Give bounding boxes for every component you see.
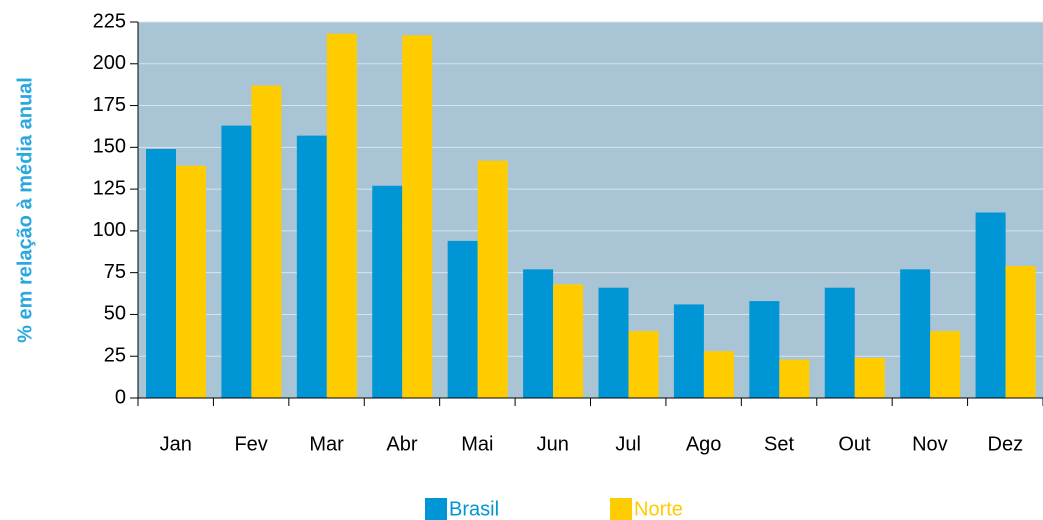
legend-swatch (425, 498, 447, 520)
y-tick-label: 175 (93, 94, 126, 116)
bar (221, 125, 252, 398)
legend-label: Brasil (449, 498, 499, 520)
x-tick-label: Abr (386, 433, 417, 455)
bar (673, 304, 704, 398)
legend-swatch (610, 498, 632, 520)
bar (900, 269, 931, 398)
bar (628, 331, 659, 398)
bar (296, 135, 327, 398)
x-tick-label: Out (838, 433, 871, 455)
bar (749, 301, 780, 398)
y-axis-label: % em relação à média anual (14, 77, 36, 343)
bar (824, 287, 855, 398)
bar (251, 85, 282, 398)
x-tick-label: Jul (615, 433, 641, 455)
bar (523, 269, 554, 398)
y-tick-label: 200 (93, 52, 126, 74)
y-tick-label: 225 (93, 10, 126, 32)
x-tick-label: Jan (160, 433, 192, 455)
x-tick-label: Set (764, 433, 794, 455)
y-tick-label: 0 (115, 386, 126, 408)
plot-area (138, 22, 1043, 398)
y-tick-label: 125 (93, 177, 126, 199)
bar (779, 359, 810, 398)
bar (553, 284, 584, 398)
x-tick-label: Mai (461, 433, 493, 455)
y-tick-label: 25 (104, 345, 126, 367)
y-tick-label: 75 (104, 261, 126, 283)
bar (326, 33, 357, 398)
bar (854, 357, 885, 398)
bar (477, 160, 508, 398)
y-tick-label: 100 (93, 219, 126, 241)
x-tick-label: Mar (309, 433, 344, 455)
bar (975, 212, 1006, 398)
bar (1005, 265, 1036, 398)
x-tick-label: Dez (988, 433, 1024, 455)
bar (703, 351, 734, 398)
x-tick-label: Ago (686, 433, 722, 455)
bar (402, 35, 433, 398)
y-tick-label: 150 (93, 136, 126, 158)
bar (930, 331, 961, 398)
bar (176, 165, 206, 398)
bar (372, 185, 403, 398)
bar (598, 287, 629, 398)
x-tick-label: Nov (912, 433, 948, 455)
y-tick-label: 50 (104, 303, 126, 325)
bar (146, 149, 176, 398)
legend-label: Norte (634, 498, 683, 520)
bar (447, 240, 478, 398)
x-tick-label: Jun (537, 433, 569, 455)
x-tick-label: Fev (234, 433, 267, 455)
